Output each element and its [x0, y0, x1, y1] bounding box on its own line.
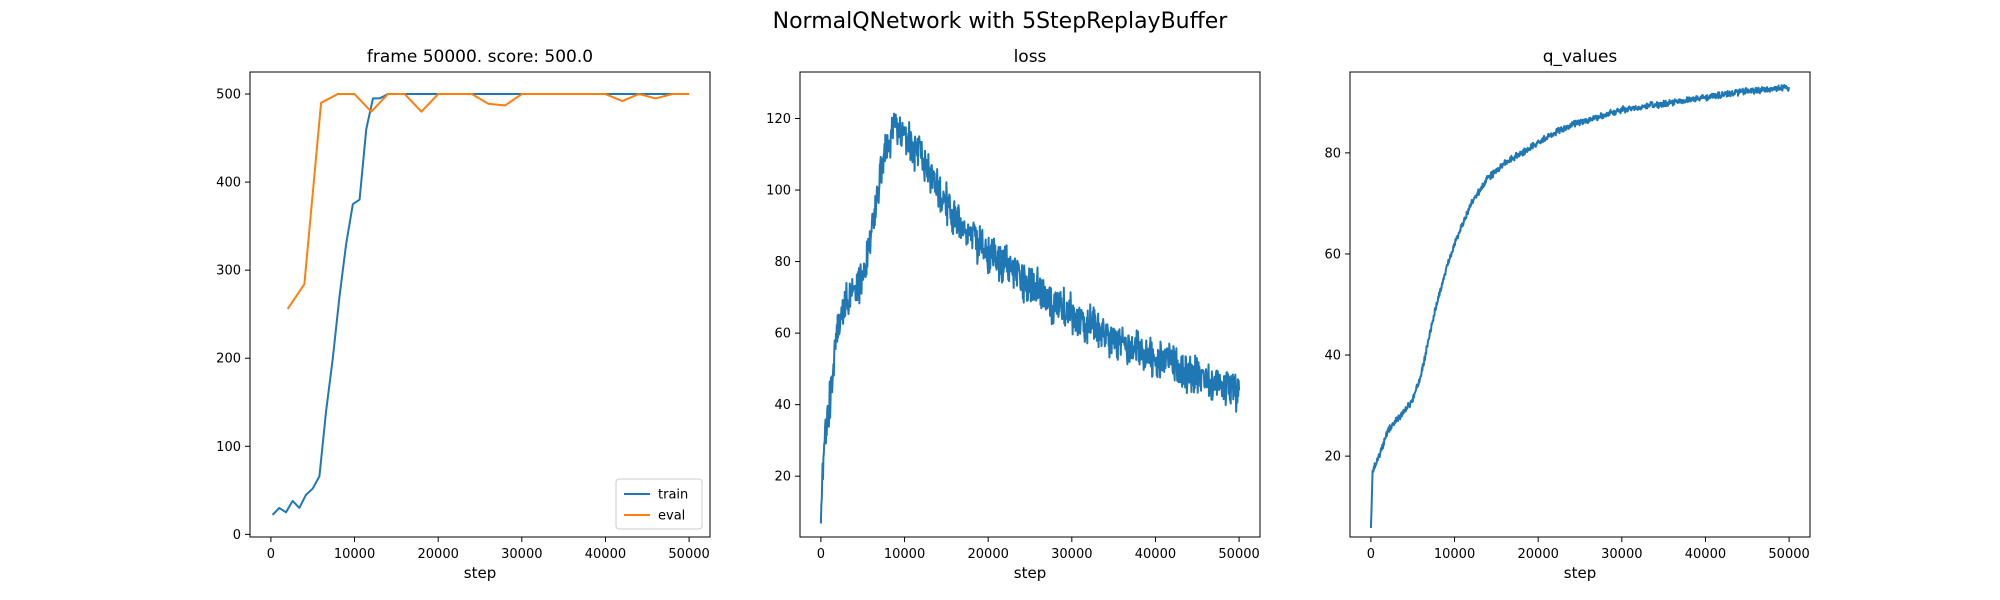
x-tick-label: 30000: [1051, 547, 1092, 562]
x-tick-label: 10000: [334, 547, 375, 562]
y-tick-label: 20: [1324, 450, 1341, 465]
x-tick-label: 10000: [884, 547, 925, 562]
x-tick-label: 20000: [418, 547, 459, 562]
y-tick-label: 80: [774, 255, 791, 270]
subplot-title: q_values: [1543, 47, 1618, 67]
y-tick-label: 20: [774, 470, 791, 485]
subplot-title: frame 50000. score: 500.0: [367, 47, 593, 67]
x-tick-label: 40000: [585, 547, 626, 562]
series-group: [271, 93, 690, 516]
axes-frame: [1349, 71, 1811, 538]
subplot-1: frame 50000. score: 500.00 10000 20000 3000…: [216, 47, 711, 582]
x-tick-label: 30000: [501, 547, 542, 562]
subplot-title: loss: [1014, 47, 1047, 67]
y-tick-label: 500: [216, 88, 241, 103]
subplot-2: loss 0 10000 20000 30000 40000 50000 20 40 60 80 10…: [766, 47, 1261, 582]
x-tick-label: 0: [817, 547, 825, 562]
y-tick-label: 80: [1324, 146, 1341, 161]
series-group: [819, 112, 1241, 524]
x-tick-label: 50000: [1218, 547, 1259, 562]
y-tick-label: 60: [1324, 247, 1341, 262]
x-tick-label: 20000: [1518, 547, 1559, 562]
series-line-train: [271, 93, 690, 516]
y-tick-label: 400: [216, 176, 241, 191]
series-line-eval: [286, 93, 690, 310]
axes-frame: [249, 71, 711, 538]
series-line-series-1: [819, 112, 1241, 524]
legend-label-eval: eval: [658, 509, 685, 524]
subplots: frame 50000. score: 500.00 10000 20000 3000…: [216, 47, 1811, 582]
x-tick-label: 20000: [968, 547, 1009, 562]
y-tick-label: 200: [216, 352, 241, 367]
x-tick-label: 10000: [1434, 547, 1475, 562]
legend: train eval: [615, 478, 703, 530]
x-axis-label: step: [1014, 564, 1046, 582]
subplot-3: q_values 0 10000 20000 30000 40000 50000 20 40 60…: [1324, 47, 1811, 582]
x-axis-label: step: [1564, 564, 1596, 582]
y-tick-label: 40: [774, 398, 791, 413]
axes-frame: [799, 71, 1261, 538]
y-tick-label: 100: [766, 184, 791, 199]
x-axis-label: step: [464, 564, 496, 582]
y-tick-label: 0: [233, 528, 241, 543]
legend-box: [615, 478, 703, 530]
y-tick-label: 60: [774, 327, 791, 342]
x-tick-label: 40000: [1685, 547, 1726, 562]
y-tick-label: 120: [766, 112, 791, 127]
y-tick-label: 100: [216, 440, 241, 455]
x-tick-label: 0: [267, 547, 275, 562]
series-line-series-1: [1369, 84, 1791, 529]
y-tick-label: 40: [1324, 349, 1341, 364]
x-tick-label: 30000: [1601, 547, 1642, 562]
y-tick-label: 300: [216, 264, 241, 279]
series-group: [1369, 84, 1791, 529]
x-tick-label: 50000: [668, 547, 709, 562]
x-tick-label: 50000: [1768, 547, 1809, 562]
x-tick-label: 0: [1367, 547, 1375, 562]
x-tick-label: 40000: [1135, 547, 1176, 562]
legend-label-train: train: [658, 488, 688, 503]
figure-suptitle: NormalQNetwork with 5StepReplayBuffer: [773, 9, 1229, 34]
